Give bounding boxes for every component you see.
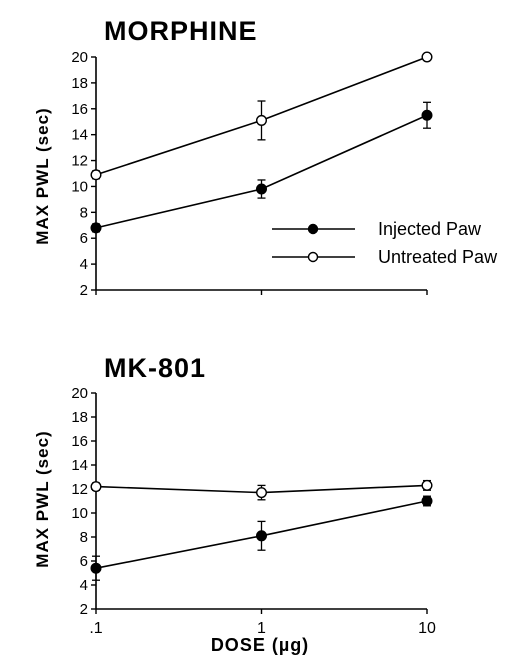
morphine-title: MORPHINE — [104, 16, 258, 46]
mk801-x-tick-label: 10 — [418, 620, 436, 637]
mk801-x-tick-label: 1 — [257, 620, 266, 637]
legend-label-untreated: Untreated Paw — [378, 247, 498, 267]
morphine-y-tick-label: 12 — [71, 153, 88, 170]
mk801-y-axis-label: MAX PWL (sec) — [33, 430, 52, 567]
legend-marker-injected — [307, 223, 319, 235]
mk801-y-tick-label: 14 — [71, 457, 88, 474]
morphine-y-tick-label: 14 — [71, 127, 88, 144]
morphine-point-injected — [256, 183, 268, 195]
morphine-y-ticks: 2 4 6 8 10 12 14 16 18 20 — [71, 49, 96, 299]
mk801-point-injected — [421, 495, 433, 507]
legend-label-injected: Injected Paw — [378, 219, 482, 239]
morphine-y-axis-label: MAX PWL (sec) — [33, 107, 52, 244]
morphine-point-untreated — [90, 169, 102, 181]
mk801-point-injected — [256, 530, 268, 542]
mk801-y-tick-label: 20 — [71, 385, 88, 402]
mk801-y-ticks: 2 4 6 8 10 12 14 16 18 20 — [71, 385, 96, 618]
morphine-panel: MORPHINE MAX PWL (sec) 2468101214161820 … — [33, 16, 498, 299]
mk801-title: MK-801 — [104, 353, 206, 383]
mk801-y-tick-label: 8 — [80, 529, 88, 546]
x-axis-label: DOSE (µg) — [211, 635, 309, 655]
morphine-point-untreated — [421, 51, 433, 63]
legend: Injected Paw Untreated Paw — [272, 219, 498, 267]
morphine-y-tick-label: 4 — [80, 256, 88, 273]
mk801-x-ticks: .1 1 10 — [89, 620, 436, 637]
morphine-point-untreated — [256, 114, 268, 126]
morphine-point-injected — [90, 222, 102, 234]
morphine-y-tick-label: 8 — [80, 204, 88, 221]
mk801-y-tick-label: 18 — [71, 409, 88, 426]
morphine-y-tick-label: 18 — [71, 75, 88, 92]
morphine-y-tick-label: 10 — [71, 178, 88, 195]
mk801-y-tick-label: 4 — [80, 577, 88, 594]
mk801-y-tick-label: 12 — [71, 481, 88, 498]
mk801-point-untreated — [90, 481, 102, 493]
morphine-y-tick-label: 16 — [71, 101, 88, 118]
mk801-y-tick-label: 10 — [71, 505, 88, 522]
mk801-axes — [95, 393, 428, 614]
morphine-y-tick-label: 20 — [71, 49, 88, 66]
mk801-y-tick-label: 6 — [80, 553, 88, 570]
mk801-x-tick-label: .1 — [89, 620, 102, 637]
mk801-data-marks — [90, 479, 433, 581]
mk801-y-tick-label: 2 — [80, 601, 88, 618]
morphine-y-tick-label: 6 — [80, 230, 88, 247]
mk801-point-untreated — [421, 479, 433, 491]
morphine-point-injected — [421, 109, 433, 121]
mk801-y-tick-label: 16 — [71, 433, 88, 450]
mk801-point-untreated — [256, 487, 268, 499]
mk801-panel: MK-801 MAX PWL (sec) 2 4 6 8 10 12 14 16 18 20 .1… — [33, 353, 436, 655]
mk801-point-injected — [90, 562, 102, 574]
morphine-data-marks — [90, 51, 433, 234]
legend-marker-untreated — [307, 251, 319, 263]
morphine-y-tick-label: 2 — [80, 282, 88, 299]
